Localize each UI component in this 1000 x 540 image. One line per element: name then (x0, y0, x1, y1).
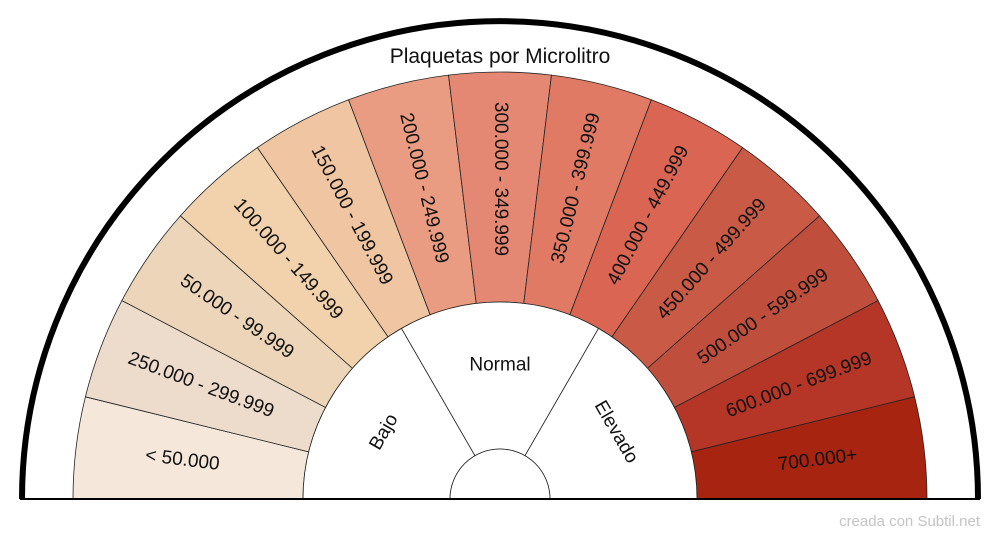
segment-label-6: 300.000 - 349.999 (490, 102, 511, 256)
segments (72, 71, 928, 500)
outer-rim (19, 18, 981, 500)
group-label-1: Normal (469, 355, 530, 376)
hub (449, 448, 551, 500)
chart-title: Plaquetas por Microlitro (390, 45, 611, 68)
credit-text: creada con Subtil.net (839, 513, 981, 530)
outer-arc (19, 18, 981, 500)
